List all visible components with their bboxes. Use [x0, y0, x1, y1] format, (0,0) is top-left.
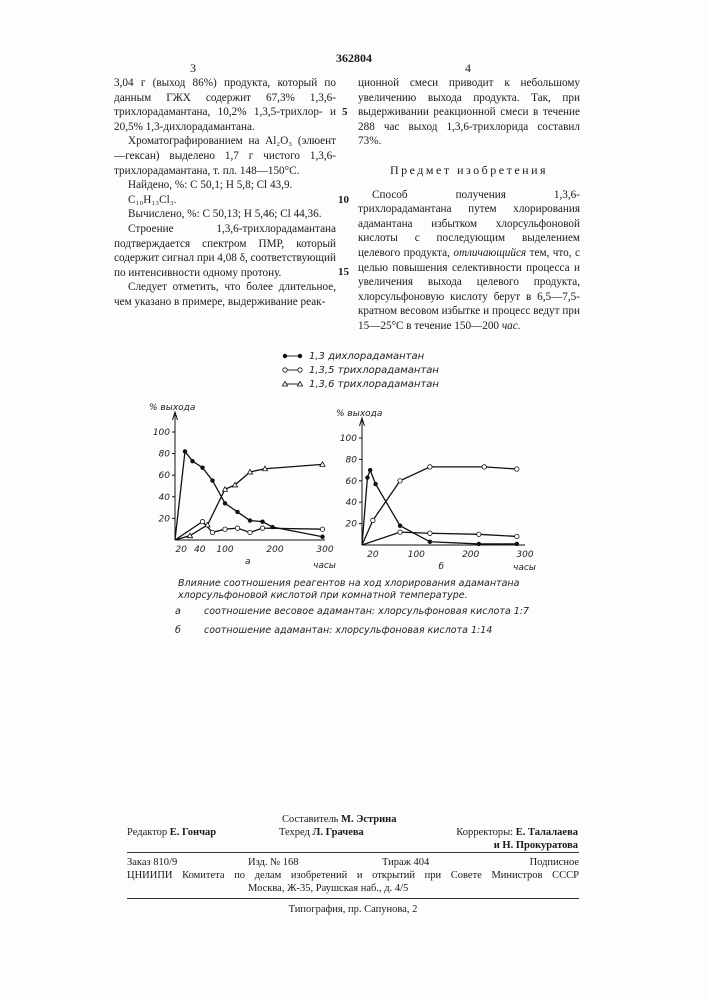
y-tick-label: 40: [159, 493, 171, 503]
note-a-letter: а: [175, 606, 181, 617]
circulation: Тираж 404: [382, 856, 429, 869]
address: Москва, Ж-35, Раушская наб., д. 4/5: [248, 882, 408, 895]
data-point-filled: [428, 540, 432, 544]
data-point-filled: [515, 542, 519, 546]
data-point-open: [515, 467, 519, 471]
y-tick-label: 80: [159, 450, 171, 460]
data-point-open: [428, 531, 432, 535]
divider: [127, 898, 579, 899]
x-tick-label: 20: [367, 550, 379, 560]
x-tick-label: 100: [216, 545, 233, 555]
data-point-filled: [373, 482, 377, 486]
organization: ЦНИИПИ Комитета по делам изобретений и о…: [127, 869, 579, 882]
data-point-filled: [477, 542, 481, 546]
patent-page: 362804 3 4 3,04 г (выход 86%) продукта, …: [0, 0, 707, 1000]
compiler: Составитель М. Эстрина: [282, 813, 396, 826]
correctors: Корректоры: Е. Талалаеваи Н. Прокуратова: [420, 826, 578, 852]
legend-label: 1,3,5 трихлорадамантан: [309, 365, 439, 376]
y-tick-label: 20: [159, 514, 171, 524]
editor: Редактор Е. Гончар: [127, 826, 216, 839]
data-point-triangle: [187, 533, 192, 538]
x-tick-label: 40: [194, 545, 206, 555]
y-tick-label: 20: [346, 520, 358, 530]
data-point-open: [398, 530, 402, 534]
data-point-open: [515, 534, 519, 538]
data-point-open: [283, 368, 287, 372]
series-line: [175, 451, 323, 540]
legend-entry: 1,3,6 трихлорадамантан: [282, 379, 439, 390]
legend-entry: 1,3 дихлорадамантан: [283, 351, 425, 362]
data-point-filled: [398, 524, 402, 528]
x-tick-label: 20: [176, 545, 188, 555]
legend-label: 1,3,6 трихлорадамантан: [309, 379, 439, 390]
data-point-open: [371, 518, 375, 522]
data-point-filled: [320, 535, 324, 539]
legend-entry: 1,3,5 трихлорадамантан: [283, 365, 440, 376]
y-tick-label: 100: [153, 428, 170, 438]
x-tick-label: 200: [266, 545, 283, 555]
y-tick-label: 60: [346, 477, 358, 487]
subscription: Подписное: [500, 856, 579, 869]
legend-label: 1,3 дихлорадамантан: [309, 351, 425, 362]
data-point-filled: [223, 501, 227, 505]
figure-caption: Влияние соотношения реагентов на ход хло…: [178, 578, 598, 602]
data-point-filled: [190, 459, 194, 463]
series: [362, 468, 519, 546]
techred: Техред Л. Грачева: [279, 826, 364, 839]
y-tick-label: 40: [346, 498, 358, 508]
y-tick-label: 100: [340, 434, 357, 444]
note-b-letter: б: [175, 625, 181, 636]
data-point-filled: [283, 354, 287, 358]
data-point-open: [223, 527, 227, 531]
printer: Типография, пр. Сапунова, 2: [127, 903, 579, 916]
data-point-open: [248, 530, 252, 534]
data-point-open: [200, 519, 204, 523]
data-point-open: [482, 465, 486, 469]
y-axis-label: % выхода: [149, 403, 195, 413]
x-axis-label: часы: [513, 563, 536, 573]
data-point-open: [477, 532, 481, 536]
data-point-filled: [248, 518, 252, 522]
data-point-open: [320, 527, 324, 531]
data-point-filled: [235, 510, 239, 514]
data-point-open: [260, 526, 264, 530]
x-tick-label: 300: [316, 545, 333, 555]
x-axis-label: часы: [313, 561, 336, 571]
note-a: соотношение весовое адамантан: хлорсульф…: [204, 606, 529, 617]
data-point-open: [428, 465, 432, 469]
panel-label: б: [439, 562, 445, 572]
data-point-filled: [183, 449, 187, 453]
data-point-filled: [298, 354, 302, 358]
data-point-open: [235, 526, 239, 530]
y-tick-label: 60: [159, 471, 171, 481]
figure-charts: 1,3 дихлорадамантан 1,3,5 трихлорадаманта…: [0, 0, 707, 1000]
divider: [127, 852, 579, 853]
y-axis-label: % выхода: [336, 409, 382, 419]
order: Заказ 810/9: [127, 856, 177, 869]
data-point-filled: [365, 475, 369, 479]
y-tick-label: 80: [346, 455, 358, 465]
series-line: [362, 532, 517, 545]
x-tick-label: 300: [516, 550, 533, 560]
panel-label: а: [245, 557, 251, 567]
x-tick-label: 100: [408, 550, 425, 560]
data-point-open: [298, 368, 302, 372]
data-point-filled: [200, 465, 204, 469]
data-point-open: [398, 479, 402, 483]
edition: Изд. № 168: [248, 856, 299, 869]
data-point-open: [210, 530, 214, 534]
chart-panel-b: % выхода 20 40 60 80 100 20 100 200 300 б часы: [336, 409, 536, 573]
data-point-filled: [260, 519, 264, 523]
series: [175, 449, 325, 540]
chart-panel-a: % выхода 20 40 60 80 100 20 40 100 200 300 а часы: [149, 403, 336, 571]
note-b: соотношение адамантан: хлорсульфоновая к…: [204, 625, 492, 636]
x-tick-label: 200: [462, 550, 479, 560]
data-point-filled: [368, 468, 372, 472]
data-point-filled: [210, 478, 214, 482]
